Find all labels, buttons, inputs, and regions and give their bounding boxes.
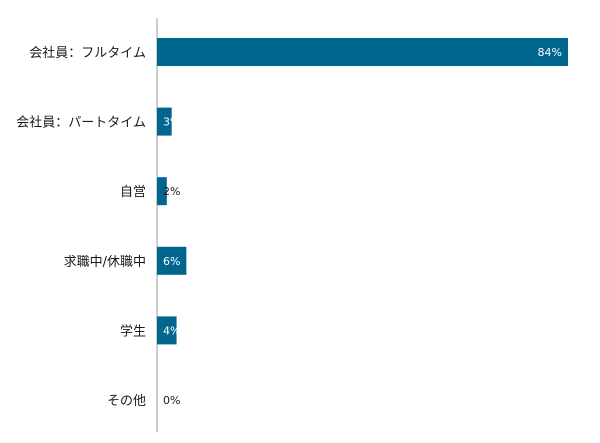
value-label-1: 3% (163, 116, 180, 129)
category-label-0: 会社員：フルタイム (29, 45, 146, 61)
bars-layer (157, 38, 568, 345)
category-label-2: 自営 (120, 185, 146, 200)
bar-2 (157, 177, 167, 206)
category-label-3: 求職中/休職中 (64, 255, 146, 270)
category-label-4: 学生 (120, 323, 146, 339)
value-label-3: 6% (163, 255, 180, 268)
bar-3 (157, 246, 187, 275)
bar-4 (157, 316, 177, 345)
value-label-2: 2% (163, 185, 180, 198)
category-label-1: 会社員：パートタイム (16, 115, 146, 131)
category-label-5: その他 (107, 394, 146, 409)
value-label-0: 84% (538, 46, 562, 59)
value-label-4: 4% (163, 324, 180, 337)
bar-0 (157, 38, 568, 66)
value-label-5: 0% (163, 394, 180, 407)
value-labels: 84% 3% 2% 6% 4% 0% (163, 46, 562, 407)
bar-1 (157, 107, 172, 136)
